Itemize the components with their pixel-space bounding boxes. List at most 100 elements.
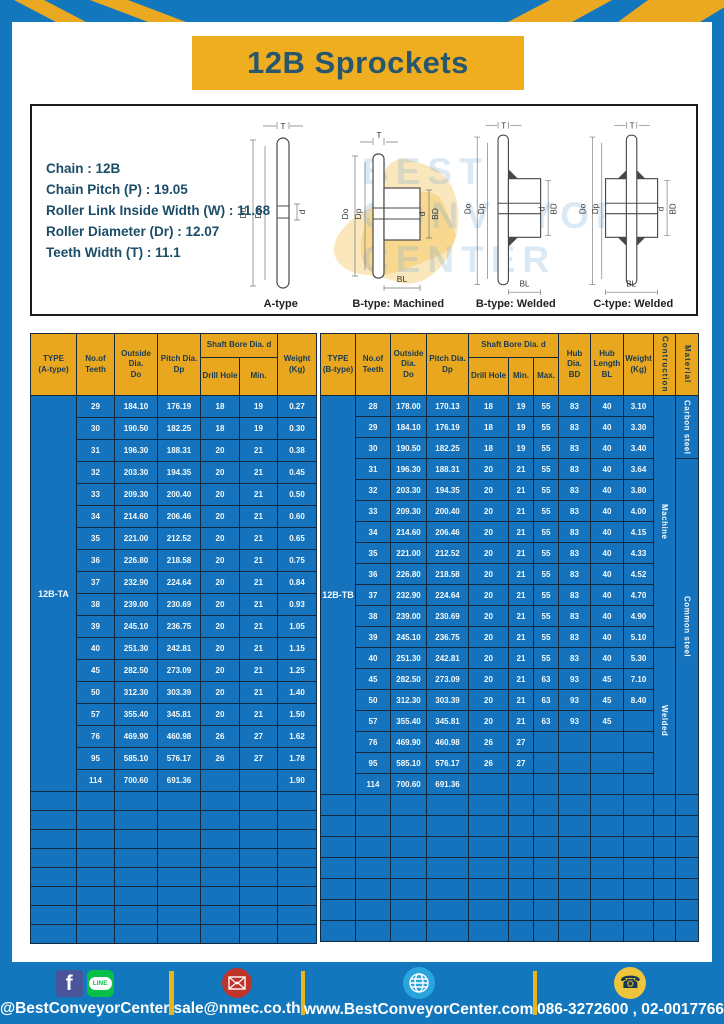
cell: 691.36 (426, 773, 469, 795)
cell (468, 878, 509, 900)
cell: 40 (590, 416, 624, 438)
cell (533, 794, 559, 816)
cell: 45 (590, 689, 624, 711)
cell: 273.09 (157, 659, 201, 682)
col-header-outside-dia: Outside Dia. Do (114, 333, 158, 396)
cell (558, 731, 591, 753)
cell (558, 836, 591, 858)
cell: 20 (200, 703, 240, 726)
cell (623, 710, 654, 732)
cell (200, 848, 240, 868)
cell: 20 (468, 563, 509, 585)
table-row: 31 196.30 188.31 20 21 0.38 (31, 439, 318, 462)
cell (623, 899, 654, 921)
cell: 691.36 (157, 769, 201, 792)
cell: 55 (533, 458, 559, 480)
cell: 212.52 (157, 527, 201, 550)
col-header-weight: Weight (Kg) (623, 333, 654, 396)
title-banner: 12B Sprockets (192, 36, 524, 90)
cell: 218.58 (157, 549, 201, 572)
cell (558, 815, 591, 837)
cell (558, 773, 591, 795)
cell: 282.50 (390, 668, 427, 690)
diagram-label: A-type (263, 298, 298, 310)
cell (558, 920, 591, 942)
cell (426, 878, 469, 900)
cell (320, 899, 356, 921)
table-row: 50 312.30 303.39 20 21 63 93 45 8.40 (321, 689, 699, 711)
cell: 20 (200, 483, 240, 506)
diagram-label: B-type: Machined (352, 298, 445, 310)
col-header-weight: Weight (Kg) (277, 333, 318, 396)
cell (590, 815, 624, 837)
b-type-machined-drawing: T Do Dp d BD BL (340, 130, 440, 291)
c-type-welded-diagram: T Do Dp d BD (575, 110, 693, 310)
cell: 20 (200, 681, 240, 704)
cell: 26 (200, 725, 240, 748)
cell (508, 857, 534, 879)
cell (277, 791, 318, 811)
cell: 1.50 (277, 703, 318, 726)
cell (426, 815, 469, 837)
cell (653, 836, 676, 858)
col-header-min: Min. (238, 357, 279, 396)
cell: 214.60 (390, 521, 427, 543)
cell: 55 (533, 563, 559, 585)
cell: 239.00 (390, 605, 427, 627)
email-icon (222, 968, 253, 998)
cell (558, 899, 591, 921)
cell (623, 857, 654, 879)
cell: 55 (533, 521, 559, 543)
cell: 200.40 (426, 500, 469, 522)
cell (508, 878, 534, 900)
cell: 20 (200, 549, 240, 572)
cell: 236.75 (157, 615, 201, 638)
cell: 460.98 (426, 731, 469, 753)
cell (320, 794, 356, 816)
cell (675, 920, 699, 942)
svg-text:d: d (417, 211, 427, 216)
cell: 1.15 (277, 637, 318, 660)
cell: 0.30 (277, 417, 318, 440)
cell: 83 (558, 416, 591, 438)
cell: 170.13 (426, 395, 469, 417)
col-header-pitch-dia: Pitch Dia. Dp (426, 333, 469, 396)
svg-text:Do: Do (579, 203, 588, 214)
cell (558, 857, 591, 879)
cell (675, 878, 699, 900)
cell: 3.40 (623, 437, 654, 459)
cell (30, 886, 77, 906)
cell: 230.69 (426, 605, 469, 627)
cell: 20 (468, 584, 509, 606)
cell (157, 829, 201, 849)
cell (114, 848, 158, 868)
cell: 63 (533, 668, 559, 690)
cell: 27 (238, 725, 279, 748)
cell: 0.38 (277, 439, 318, 462)
diagram-box: BEST CONVEYOR CENTER Chain : 12B Chain P… (30, 104, 698, 316)
cell: 83 (558, 605, 591, 627)
cell (320, 836, 356, 858)
cell: 5.10 (623, 626, 654, 648)
cell: 39 (355, 626, 391, 648)
cell: 30 (76, 417, 115, 440)
cell: 37 (76, 571, 115, 594)
cell: 303.39 (157, 681, 201, 704)
cell: 20 (468, 458, 509, 480)
cell (320, 857, 356, 879)
cell (590, 857, 624, 879)
cell (200, 810, 240, 830)
b-type-welded-diagram: T Do Dp d BD BL (457, 110, 575, 310)
table-row: 76 469.90 460.98 26 27 1.62 (31, 725, 318, 748)
col-header-shaft-bore: Shaft Bore Dia. d (468, 333, 559, 358)
cell: 27 (508, 752, 534, 774)
cell: 5.30 (623, 647, 654, 669)
table-row: 34 214.60 206.46 20 21 55 83 40 4.15 (321, 521, 699, 543)
hazard-stripe (508, 0, 612, 22)
footer-website: www.BestConveyorCenter.com (304, 962, 533, 1024)
cell: 18 (468, 395, 509, 417)
table-row: 40 251.30 242.81 20 21 1.15 (31, 637, 318, 660)
col-header-hub-length: Hub Length BL (590, 333, 624, 396)
cell: 55 (533, 416, 559, 438)
cell (238, 791, 279, 811)
